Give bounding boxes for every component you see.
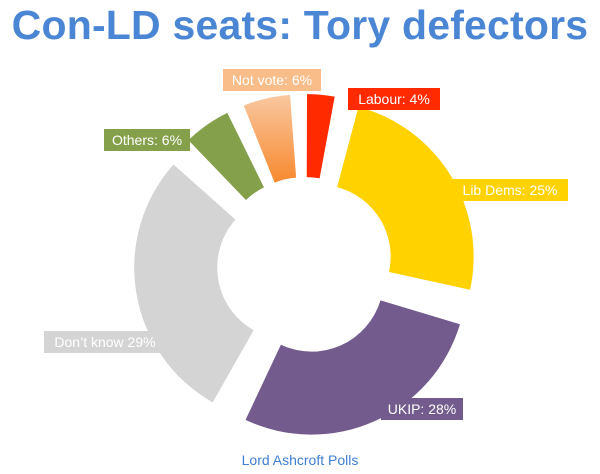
slice-label-box <box>452 179 568 201</box>
slice-label-box <box>223 69 321 91</box>
slice-label-not-vote: Not vote: 6% <box>223 69 321 91</box>
slice-label-lib-dems: Lib Dems: 25% <box>452 179 568 201</box>
slice-label-box <box>381 398 463 420</box>
slice-label-box <box>104 129 190 151</box>
chart-title: Con-LD seats: Tory defectors <box>11 2 589 48</box>
slice-labour <box>306 94 335 179</box>
slice-label-ukip: UKIP: 28% <box>381 398 463 420</box>
slice-label-don-t-know: Don’t know 29% <box>44 331 166 353</box>
slice-lib-dems <box>337 106 474 290</box>
slice-label-text: Lib Dems: 25% <box>463 182 558 198</box>
slice-don-t-know <box>134 164 254 403</box>
chart-source: Lord Ashcroft Polls <box>241 452 359 468</box>
slice-label-text: UKIP: 28% <box>388 401 456 417</box>
slice-label-labour: Labour: 4% <box>348 88 440 110</box>
slice-labels: Labour: 4% Lib Dems: 25% UKIP: 28% Don’t kn… <box>44 69 568 420</box>
slice-label-text: Don’t know 29% <box>54 334 155 350</box>
slice-not-vote <box>243 94 297 183</box>
slice-others <box>188 112 264 201</box>
slice-label-others: Others: 6% <box>104 129 190 151</box>
slice-label-text: Not vote: 6% <box>232 72 312 88</box>
slice-label-text: Labour: 4% <box>358 91 430 107</box>
slice-label-text: Others: 6% <box>112 132 182 148</box>
slice-label-box <box>44 331 166 353</box>
slice-label-box <box>348 88 440 110</box>
